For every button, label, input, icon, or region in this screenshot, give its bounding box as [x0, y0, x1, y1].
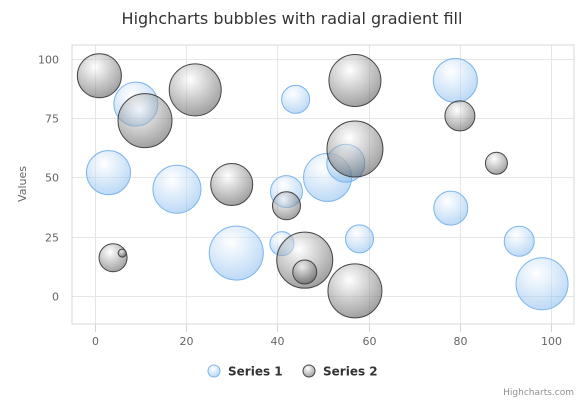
y-axis-title: Values	[16, 166, 29, 202]
bubble-point[interactable]	[444, 100, 476, 132]
y-axis-ticks: 0 25 50 75 100	[38, 54, 59, 304]
bubble-point[interactable]	[503, 225, 535, 257]
y-tick-label: 100	[38, 54, 59, 67]
bubble-point[interactable]	[152, 164, 202, 214]
plot-area	[71, 44, 575, 325]
bubble-point[interactable]	[168, 63, 222, 117]
bubble-point[interactable]	[98, 243, 128, 273]
bubble-point[interactable]	[281, 84, 311, 114]
x-tick-label: 0	[92, 335, 99, 348]
bubble-point[interactable]	[117, 93, 173, 149]
bubble-series	[76, 53, 569, 319]
legend-symbol-series-1	[207, 364, 221, 378]
series-2-bubbles	[76, 53, 508, 319]
legend: Series 1 Series 2	[207, 364, 378, 379]
bubble-point[interactable]	[210, 163, 254, 206]
chart-title: Highcharts bubbles with radial gradient …	[122, 9, 463, 28]
bubble-point[interactable]	[432, 57, 478, 103]
y-tick-label: 50	[45, 172, 59, 185]
y-tick-label: 25	[45, 232, 59, 245]
bubble-point[interactable]	[345, 224, 375, 254]
bubble-point[interactable]	[86, 150, 132, 196]
bubble-point[interactable]	[76, 53, 122, 99]
x-tick-label: 80	[454, 335, 468, 348]
bubble-point[interactable]	[327, 263, 383, 319]
x-tick-label: 100	[541, 335, 562, 348]
y-tick-label: 75	[45, 113, 59, 126]
legend-item-series-1[interactable]: Series 1	[207, 364, 283, 379]
x-tick-label: 20	[180, 335, 194, 348]
bubble-point[interactable]	[117, 248, 127, 258]
legend-label-series-1: Series 1	[228, 365, 283, 379]
bubble-point[interactable]	[271, 191, 301, 221]
x-axis-ticks: 0 20 40 60 80 100	[92, 335, 562, 348]
plot-border	[71, 44, 575, 325]
bubble-point[interactable]	[292, 259, 318, 285]
x-tick-label: 40	[271, 335, 285, 348]
credits-link[interactable]: Highcharts.com	[503, 388, 574, 398]
bubble-point[interactable]	[484, 151, 508, 175]
bubble-point[interactable]	[326, 120, 384, 178]
legend-symbol-series-2	[302, 364, 316, 378]
y-tick-label: 0	[52, 291, 59, 304]
bubble-point[interactable]	[208, 225, 264, 281]
bubble-point[interactable]	[515, 257, 569, 311]
bubble-point[interactable]	[433, 190, 469, 226]
legend-label-series-2: Series 2	[323, 365, 378, 379]
x-tick-label: 60	[363, 335, 377, 348]
bubble-point[interactable]	[328, 53, 382, 107]
legend-item-series-2[interactable]: Series 2	[302, 364, 378, 379]
